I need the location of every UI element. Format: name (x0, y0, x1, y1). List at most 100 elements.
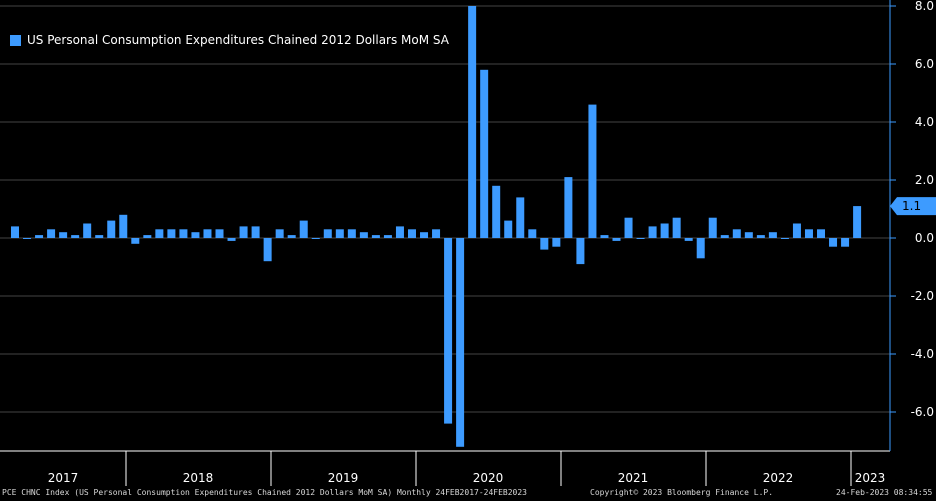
bar (383, 235, 392, 238)
bar (792, 223, 801, 238)
bar (817, 229, 826, 238)
bar (732, 229, 741, 238)
bar-series (11, 6, 862, 447)
bar (528, 229, 537, 238)
bar (167, 229, 176, 238)
x-tick-label: 2017 (48, 471, 79, 485)
x-tick-label: 2023 (855, 471, 886, 485)
footer-timestamp: 24-Feb-2023 08:34:55 (836, 488, 933, 497)
x-axis: 2017 2018 2019 2020 2021 2022 2023 (0, 450, 936, 486)
bar (35, 235, 44, 238)
bar (11, 226, 19, 238)
bar (239, 226, 248, 238)
bar (83, 223, 92, 238)
bar (768, 232, 777, 238)
bar (287, 235, 296, 238)
current-value-label: 1.1 (902, 199, 921, 213)
bar (119, 214, 128, 238)
bar (540, 238, 549, 250)
x-axis-band (0, 451, 936, 486)
x-tick-label: 2020 (473, 471, 504, 485)
bar (432, 229, 441, 238)
bar (359, 232, 368, 238)
bar (299, 220, 308, 238)
bar (107, 220, 116, 238)
bar (71, 235, 80, 238)
bar (251, 226, 260, 238)
bar (371, 235, 380, 238)
bar (492, 185, 501, 238)
bar (841, 238, 850, 247)
bar (804, 229, 813, 238)
bar (636, 238, 645, 239)
bar (612, 238, 621, 241)
bar (143, 235, 152, 238)
legend-label: US Personal Consumption Expenditures Cha… (27, 33, 449, 47)
bar (275, 229, 284, 238)
bar (227, 238, 236, 241)
bar (576, 238, 585, 265)
bar (660, 223, 669, 238)
y-tick-label: 0.0 (915, 231, 934, 245)
legend: US Personal Consumption Expenditures Cha… (4, 26, 455, 54)
bar (155, 229, 164, 238)
bar (829, 238, 838, 247)
bar (323, 229, 332, 238)
bar (720, 235, 729, 238)
bar (407, 229, 416, 238)
bar (311, 238, 320, 239)
bar (347, 229, 356, 238)
x-tick-label: 2019 (328, 471, 359, 485)
y-tick-label: 4.0 (915, 115, 934, 129)
bar (395, 226, 404, 238)
y-tick-label: -6.0 (911, 405, 934, 419)
bar (552, 238, 561, 247)
footer-copyright: Copyright© 2023 Bloomberg Finance L.P. (590, 488, 774, 497)
x-tick-label: 2021 (618, 471, 649, 485)
y-tick-label: -2.0 (911, 289, 934, 303)
y-tick-label: 6.0 (915, 57, 934, 71)
bar (588, 104, 597, 238)
bar (131, 238, 140, 244)
y-axis: 8.0 6.0 4.0 2.0 0.0 -2.0 -4.0 -6.0 (889, 0, 934, 451)
bar (59, 232, 68, 238)
bar (203, 229, 212, 238)
bar (756, 235, 765, 238)
bar (696, 238, 705, 259)
y-tick-label: -4.0 (911, 347, 934, 361)
y-tick-label: 2.0 (915, 173, 934, 187)
bar (444, 238, 453, 424)
bar (648, 226, 657, 238)
bar (23, 238, 32, 239)
bar (191, 232, 200, 238)
bar (215, 229, 224, 238)
x-tick-label: 2018 (183, 471, 214, 485)
footer-source: PCE CHNC Index (US Personal Consumption … (2, 488, 527, 497)
bar (335, 229, 344, 238)
legend-swatch (10, 34, 21, 46)
bar (708, 217, 717, 238)
bar (684, 238, 693, 241)
bar (744, 232, 753, 238)
current-value-badge: 1.1 (890, 197, 936, 216)
y-tick-label: 8.0 (915, 0, 934, 13)
bar (456, 238, 465, 447)
bar (468, 6, 477, 238)
bar (420, 232, 429, 238)
bar (672, 217, 681, 238)
bar (564, 177, 573, 238)
bar (516, 197, 525, 238)
bar (47, 229, 56, 238)
bar (480, 69, 489, 238)
bar (95, 235, 104, 238)
bar (504, 220, 513, 238)
footer: PCE CHNC Index (US Personal Consumption … (0, 486, 936, 501)
bar (179, 229, 188, 238)
x-tick-label: 2022 (763, 471, 794, 485)
bar (263, 238, 272, 262)
bar (624, 217, 633, 238)
current-value-marker (890, 197, 936, 216)
bar (853, 206, 862, 238)
bar (600, 235, 609, 238)
